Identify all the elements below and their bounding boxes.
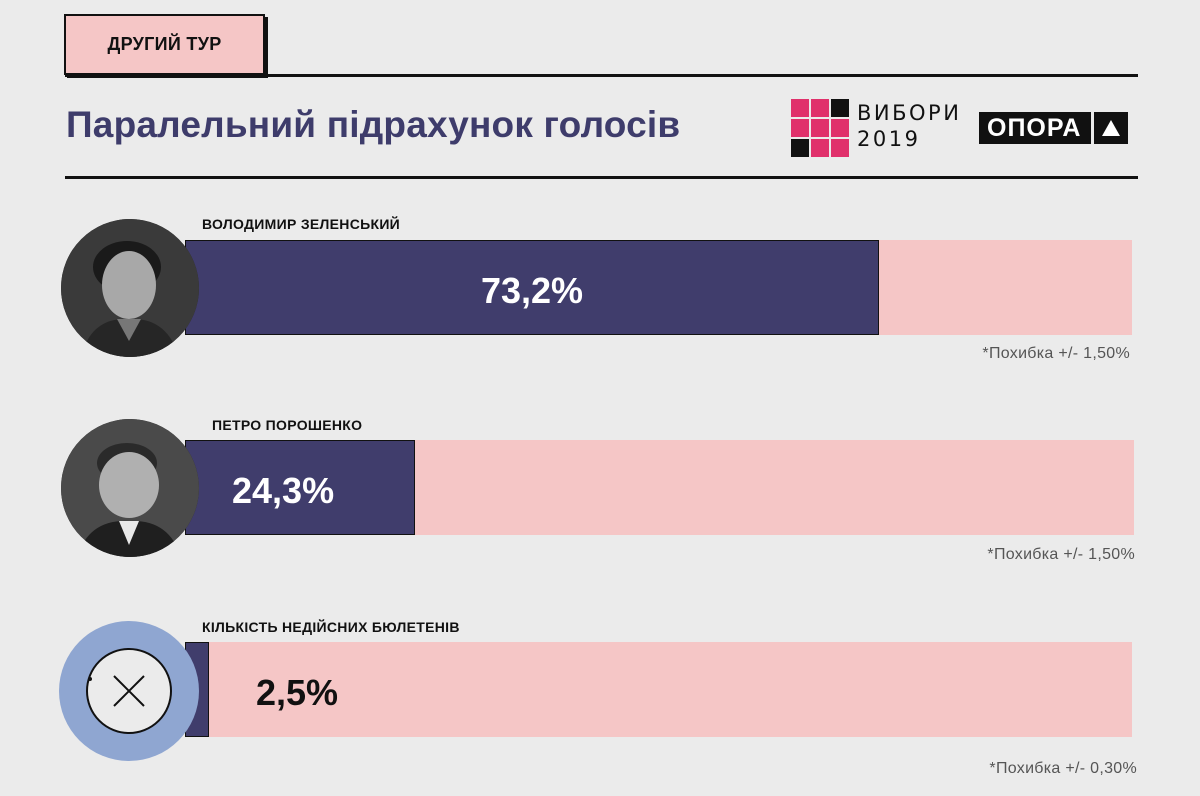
avatar-zelensky [61,219,199,357]
bar-track [185,642,1132,737]
header-rule [65,176,1138,179]
opora-logo: ОПОРА [979,112,1129,144]
round-badge: ДРУГИЙ ТУР [64,14,265,75]
vybory-line1: ВИБОРИ [857,101,962,125]
bar-poroshenko [185,440,415,535]
value-label-poroshenko: 24,3% [232,470,335,511]
cross-icon [86,648,172,734]
top-rule [65,74,1138,77]
value-label-invalid: 2,5% [256,672,339,713]
bar-row-poroshenko: 24,3% ПЕТРО ПОРОШЕНКО *Похибка +/- 1,50% [0,0,1200,563]
bar-row-invalid: 2,5% КІЛЬКІСТЬ НЕДІЙСНИХ БЮЛЕТЕНІВ *Похи… [0,0,1200,777]
avatar-poroshenko [61,419,199,557]
margin-note-zelensky: *Похибка +/- 1,50% [982,345,1130,362]
invalid-ballot-circle [59,621,199,761]
category-name-invalid: КІЛЬКІСТЬ НЕДІЙСНИХ БЮЛЕТЕНІВ [202,619,460,635]
candidate-name-zelensky: ВОЛОДИМИР ЗЕЛЕНСЬКИЙ [202,216,401,232]
bar-row-zelensky: 73,2% ВОЛОДИМИР ЗЕЛЕНСЬКИЙ *Похибка +/- … [0,0,1200,362]
margin-note-invalid: *Похибка +/- 0,30% [989,760,1137,777]
candidate-name-poroshenko: ПЕТРО ПОРОШЕНКО [212,417,363,433]
triangle-up-icon [1094,112,1129,144]
vybory-line2: 2019 [857,127,921,151]
round-label: ДРУГИЙ ТУР [107,34,222,54]
margin-note-poroshenko: *Похибка +/- 1,50% [987,546,1135,563]
vybory-text: ВИБОРИ 2019 [857,100,961,152]
page-title: Паралельний підрахунок голосів [66,104,681,145]
opora-label: ОПОРА [979,112,1092,144]
vybory-logo-icon [791,99,849,157]
bar-zelensky [185,240,879,335]
value-label-zelensky: 73,2% [480,270,584,311]
